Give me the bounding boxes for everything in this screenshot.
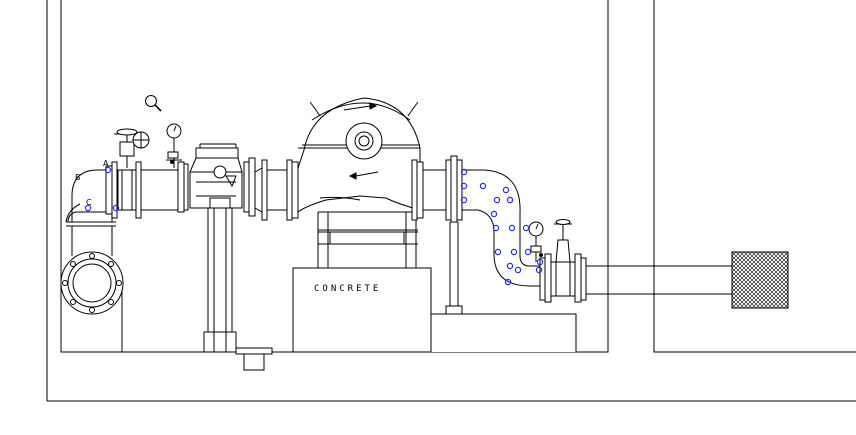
- pump-base-frame: [317, 211, 418, 268]
- pump-discharge-flanges: [411, 155, 463, 223]
- grip-point-7[interactable]: [493, 196, 501, 204]
- suction-spool-pipe: [141, 161, 189, 213]
- grip-point-13[interactable]: [522, 224, 530, 232]
- grip-point-2[interactable]: [84, 204, 92, 212]
- grip-point-9[interactable]: [506, 196, 514, 204]
- suction-gate-valve: [105, 128, 150, 219]
- grip-point-8[interactable]: [502, 186, 510, 194]
- magnifier-icon[interactable]: [145, 95, 162, 112]
- discharge-slab: [430, 313, 577, 352]
- grip-point-18[interactable]: [514, 266, 522, 274]
- floor-drain: [235, 347, 273, 371]
- point-a-label: A: [103, 159, 109, 168]
- grip-point-14[interactable]: [494, 248, 502, 256]
- discharge-pressure-gauge: [528, 221, 544, 262]
- grip-point-12[interactable]: [508, 224, 516, 232]
- grip-point-3[interactable]: [460, 168, 468, 176]
- selection-grips[interactable]: [84, 166, 544, 286]
- discharge-elbow: [462, 169, 540, 287]
- grip-point-4[interactable]: [460, 182, 468, 190]
- grip-point-19[interactable]: [504, 278, 512, 286]
- point-c-label: C: [86, 198, 92, 207]
- grip-point-21[interactable]: [535, 266, 543, 274]
- wall-penetration-sleeve: [731, 251, 789, 309]
- check-valve-support: [203, 197, 237, 353]
- concrete-pad: CONCRETE: [292, 267, 432, 353]
- grip-point-1[interactable]: [112, 204, 120, 212]
- point-b-label: B: [75, 173, 81, 182]
- discharge-support: [445, 222, 463, 315]
- grip-point-11[interactable]: [492, 224, 500, 232]
- right-room-wall: [653, 0, 856, 353]
- grip-point-15[interactable]: [510, 248, 518, 256]
- grip-point-17[interactable]: [506, 262, 514, 270]
- grip-point-10[interactable]: [490, 210, 498, 218]
- grip-point-20[interactable]: [536, 258, 544, 266]
- concrete-label: CONCRETE: [314, 284, 381, 294]
- pump-suction-reducer: [243, 157, 299, 221]
- outlet-pipe: [586, 265, 732, 295]
- suction-bell-flange: [60, 251, 124, 315]
- grip-point-0[interactable]: [104, 166, 112, 174]
- split-case-pump: [297, 97, 421, 213]
- drawing-frame: [46, 0, 856, 402]
- grip-point-5[interactable]: [460, 196, 468, 204]
- discharge-gate-valve: [539, 219, 587, 303]
- suction-pressure-gauge: [166, 123, 182, 168]
- grip-point-16[interactable]: [524, 248, 532, 256]
- grip-point-6[interactable]: [479, 182, 487, 190]
